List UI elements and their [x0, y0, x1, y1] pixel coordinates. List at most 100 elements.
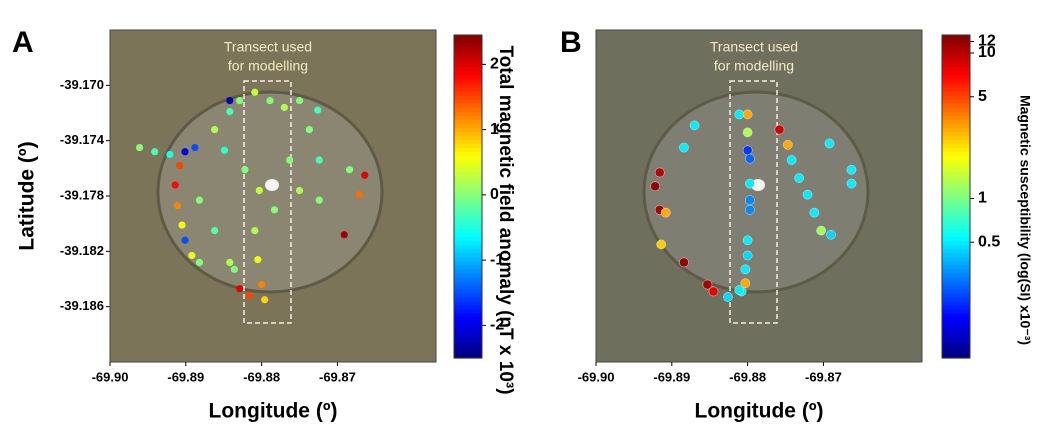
colorbar-step — [454, 228, 482, 234]
colorbar-step — [454, 212, 482, 218]
annotation: for modelling — [714, 58, 794, 74]
data-point — [220, 146, 229, 154]
data-point — [361, 171, 369, 179]
colorbar-tick-label: 0.5 — [978, 233, 1000, 250]
data-point — [315, 156, 323, 164]
x-tick-label: -69.87 — [319, 369, 356, 384]
y-tick-label: -39.178 — [60, 187, 104, 202]
data-point — [258, 280, 266, 289]
colorbar-step — [454, 273, 482, 278]
colorbar-step — [454, 59, 482, 64]
colorbar-step — [454, 293, 482, 299]
colorbar-tick-label: -2 — [490, 317, 504, 334]
colorbar-step — [942, 289, 970, 294]
y-tick-label: -39.186 — [60, 298, 104, 313]
colorbar-step — [942, 325, 970, 331]
colorbar-step — [942, 293, 970, 299]
colorbar-step — [454, 131, 482, 137]
colorbar-step — [454, 224, 482, 230]
data-point — [774, 124, 785, 135]
colorbar-step — [454, 244, 482, 250]
data-point — [708, 286, 719, 297]
data-point — [305, 126, 313, 134]
colorbar-step — [454, 353, 482, 359]
colorbar-step — [942, 349, 970, 355]
data-point — [254, 256, 262, 264]
colorbar-step — [454, 345, 482, 351]
colorbar-step — [942, 224, 970, 230]
y-axis-label: Latitude (º) — [16, 141, 39, 250]
colorbar-step — [454, 285, 482, 290]
data-point — [295, 186, 304, 195]
colorbar-step — [454, 200, 482, 206]
colorbar-step — [942, 253, 970, 258]
data-point — [734, 109, 745, 120]
colorbar-step — [454, 123, 482, 129]
data-point — [679, 142, 689, 153]
colorbar-step — [942, 329, 970, 335]
colorbar-step — [942, 47, 970, 52]
colorbar-step — [942, 313, 970, 319]
colorbar-step — [454, 196, 482, 202]
data-point — [742, 109, 753, 120]
colorbar-step — [454, 39, 482, 44]
colorbar-step — [454, 87, 482, 93]
colorbar-step — [454, 43, 482, 48]
colorbar-step — [454, 172, 482, 177]
colorbar-step — [942, 285, 970, 290]
x-tick-label: -69.88 — [729, 369, 766, 384]
colorbar-step — [942, 305, 970, 311]
colorbar-step — [942, 277, 970, 282]
colorbar-step — [942, 196, 970, 202]
data-point — [846, 164, 857, 175]
data-point — [166, 150, 174, 159]
colorbar-tick-label: -1 — [490, 251, 504, 268]
x-axis-label: Longitude (º) — [209, 400, 338, 423]
colorbar-frame — [453, 34, 483, 359]
colorbar-step — [942, 135, 970, 141]
colorbar-step — [942, 71, 970, 76]
colorbar-step — [454, 156, 482, 161]
colorbar-step — [942, 63, 970, 68]
data-point — [679, 257, 689, 268]
colorbar-step — [942, 200, 970, 206]
data-point — [241, 166, 249, 174]
colorbar-step — [454, 321, 482, 327]
y-tick-label: -39.174 — [60, 132, 105, 147]
transect-box — [243, 80, 292, 324]
colorbar-step — [454, 160, 482, 165]
x-tick-label: -69.88 — [243, 369, 280, 384]
data-point — [345, 166, 354, 174]
colorbar-step — [942, 127, 970, 133]
colorbar-step — [454, 164, 482, 169]
data-point — [226, 108, 234, 116]
transect-box — [729, 80, 778, 324]
colorbar-step — [454, 192, 482, 198]
colorbar-step — [454, 309, 482, 315]
colorbar-step — [942, 192, 970, 198]
colorbar-step — [942, 232, 970, 238]
data-point — [245, 292, 254, 300]
colorbar-step — [942, 87, 970, 93]
data-point — [702, 279, 713, 290]
colorbar-step — [942, 236, 970, 242]
data-point — [251, 88, 259, 96]
colorbar-step — [454, 261, 482, 266]
colorbar-step — [942, 240, 970, 246]
data-point — [211, 126, 219, 134]
colorbar-step — [454, 152, 482, 157]
colorbar-step — [454, 341, 482, 347]
colorbar-step — [454, 188, 482, 194]
colorbar-step — [942, 248, 970, 254]
annotation: Transect used — [710, 39, 798, 55]
colorbar-step — [454, 333, 482, 339]
data-point — [171, 181, 179, 189]
colorbar-step — [942, 103, 970, 109]
colorbar-step — [942, 309, 970, 315]
data-point — [656, 239, 667, 250]
colorbar-step — [454, 305, 482, 311]
caldera — [156, 90, 384, 294]
colorbar-step — [942, 152, 970, 157]
colorbar-step — [942, 79, 970, 85]
data-point — [315, 196, 323, 204]
